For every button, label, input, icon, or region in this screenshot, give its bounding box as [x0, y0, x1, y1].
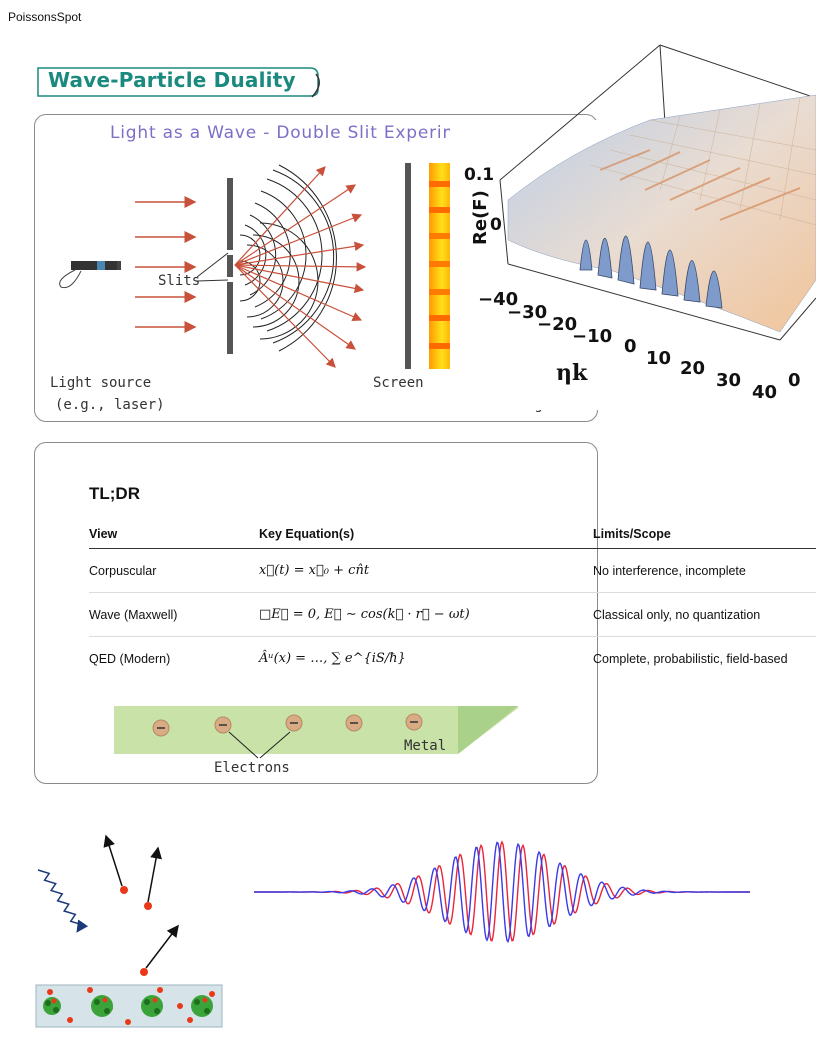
wave-packet-illustration: [254, 840, 750, 944]
table-row: QED (Modern) Âᵘ(x) = …, ∑ e^{iS/ħ} Compl…: [89, 637, 816, 681]
electron-pointers: [228, 731, 291, 759]
x-tick-neg40: −40: [478, 289, 518, 310]
column-header-view: View: [89, 520, 259, 549]
view-cell: QED (Modern): [89, 651, 171, 666]
incoming-light-arrows: [135, 196, 197, 333]
ejected-electron-arrow: [103, 834, 123, 887]
tldr-heading: TL;DR: [89, 484, 140, 503]
x-tick-0: 0: [624, 336, 637, 357]
equation-cell: x⃗(t) = x⃗₀ + cn̂t: [259, 548, 593, 593]
column-header-equations: Key Equation(s): [259, 520, 593, 549]
slits-label: Slits: [158, 273, 201, 289]
limits-cell: Classical only, no quantization: [593, 592, 816, 637]
x-tick-neg20: −20: [537, 314, 577, 335]
ejected-electron-arrow: [147, 846, 162, 903]
double-slit-diagram: [59, 163, 455, 369]
screen-bar: [405, 163, 411, 369]
diffracted-rays: [234, 166, 367, 368]
metal-slab-bevel: [458, 706, 518, 754]
surface-plot: 0.1 0 Re(F) −40 −30 −20 −10 0 10 20 30 4…: [450, 44, 816, 410]
equation-cell: □E⃗ = 0, E⃗ ∼ cos(k⃗ · r⃗ − ωt): [259, 592, 593, 637]
electron-icons: [152, 713, 423, 737]
wavefronts: [239, 164, 337, 352]
laser-icon: [59, 261, 121, 289]
slits-pointer-top: [196, 252, 229, 278]
light-source-example-label: (e.g., laser): [55, 397, 165, 413]
surface-ylabel: Re(F): [470, 190, 491, 245]
surface-xlabel: ηk: [556, 360, 588, 386]
x-tick-neg10: −10: [572, 326, 612, 347]
limits-cell: Complete, probabilistic, field-based: [593, 651, 788, 666]
banner-frame: [37, 67, 320, 98]
page-title: Wave-Particle Duality: [48, 68, 296, 92]
z-tick-zero: 0: [490, 215, 502, 235]
metal-electrons-diagram: Metal Electrons: [114, 706, 518, 776]
y-tick-0: 0: [788, 370, 801, 391]
title-banner: Wave-Particle Duality: [36, 66, 320, 98]
metal-slab: [114, 706, 518, 754]
x-tick-20: 20: [680, 358, 705, 379]
atom-nuclei: [43, 995, 213, 1017]
ejected-electron-arrow: [145, 924, 179, 969]
x-tick-30: 30: [716, 370, 741, 391]
z-tick-top: 0.1: [464, 165, 494, 185]
x-tick-neg30: −30: [507, 302, 547, 323]
slits-pointer-bottom: [196, 279, 229, 282]
table-row: Wave (Maxwell) □E⃗ = 0, E⃗ ∼ cos(k⃗ · r⃗…: [89, 592, 816, 637]
equation-cell: Âᵘ(x) = …, ∑ e^{iS/ħ}: [259, 651, 406, 666]
column-header-limits: Limits/Scope: [593, 520, 816, 549]
incoming-photon-wave: [37, 869, 89, 933]
photoelectric-illustration: [35, 834, 223, 1028]
table-row: Corpuscular x⃗(t) = x⃗₀ + cn̂t No interf…: [89, 548, 816, 593]
x-tick-40: 40: [752, 382, 777, 403]
x-tick-10: 10: [646, 348, 671, 369]
wave-packet-blue: [254, 841, 750, 944]
electrons-label: Electrons: [214, 760, 290, 776]
view-cell: Wave (Maxwell): [89, 592, 259, 637]
limits-cell: No interference, incomplete: [593, 548, 816, 593]
table-header-row: View Key Equation(s) Limits/Scope: [89, 520, 816, 549]
screen-label: Screen: [373, 375, 424, 391]
tldr-table-area: TL;DR View Key Equation(s) Limits/Scope …: [89, 484, 816, 684]
light-source-label: Light source: [50, 375, 152, 391]
view-cell: Corpuscular: [89, 548, 259, 593]
tldr-table: View Key Equation(s) Limits/Scope Corpus…: [89, 520, 816, 680]
site-name: PoissonsSpot: [8, 10, 82, 24]
slit-barrier: [227, 178, 233, 354]
metal-label: Metal: [404, 738, 446, 754]
double-slit-title: Light as a Wave - Double Slit Experiment: [110, 123, 491, 143]
